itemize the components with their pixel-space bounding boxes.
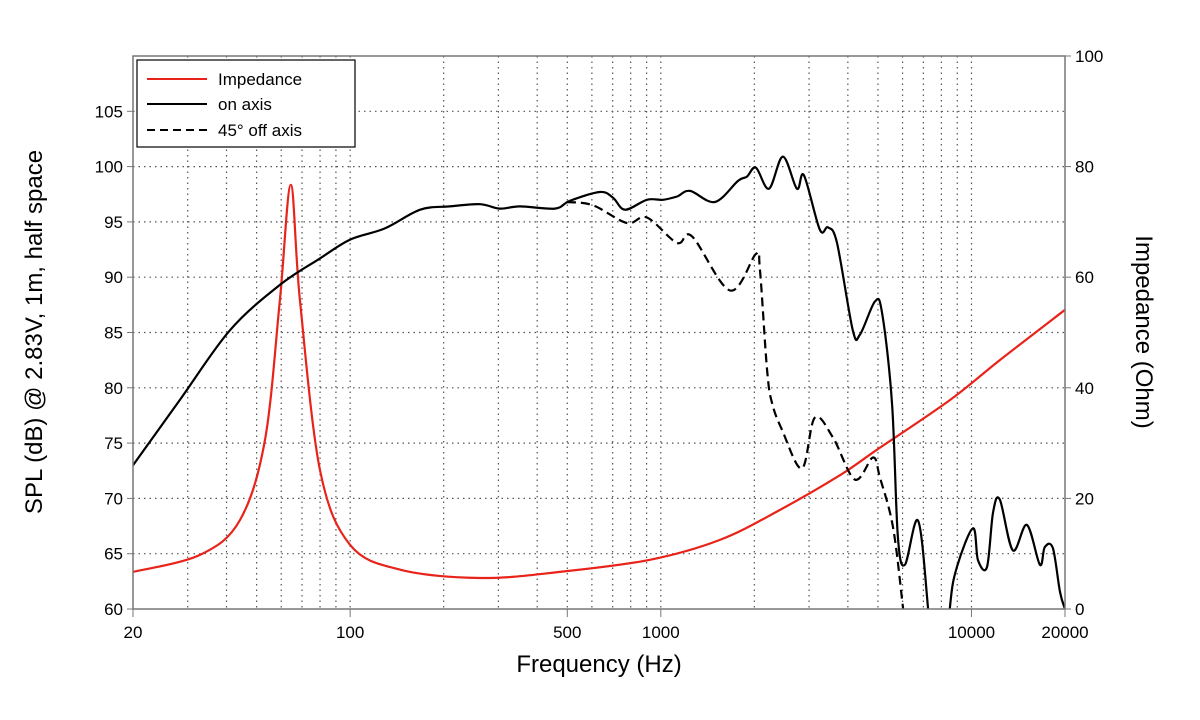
y2-tick-label: 0 (1075, 600, 1084, 619)
y-tick-label: 90 (104, 268, 123, 287)
curves (133, 155, 1065, 609)
y-tick-label: 105 (95, 102, 123, 121)
grid (133, 56, 1065, 609)
legend: Impedance on axis 45° off axis (136, 59, 356, 148)
y-tick-label: 60 (104, 600, 123, 619)
off-axis-45-curve (566, 200, 905, 609)
y-tick-label: 65 (104, 545, 123, 564)
tick-labels: 60 65 70 75 80 85 90 95 100 105 0 20 40 60 80 100 20 100 5… (95, 47, 1104, 642)
y-tick-label: 100 (95, 158, 123, 177)
impedance-curve (133, 183, 1065, 580)
y-tick-label: 95 (104, 213, 123, 232)
y2-tick-label: 20 (1075, 489, 1094, 508)
y2-tick-label: 80 (1075, 158, 1094, 177)
y-tick-label: 75 (104, 434, 123, 453)
y2-tick-label: 100 (1075, 47, 1103, 66)
y-axis-label: SPL (dB) @ 2.83V, 1m, half space (21, 150, 48, 514)
y2-tick-label: 40 (1075, 379, 1094, 398)
on-axis-curve (133, 155, 1065, 609)
x-tick-label: 20000 (1041, 623, 1088, 642)
x-tick-label: 500 (553, 623, 581, 642)
y-tick-label: 85 (104, 324, 123, 343)
y-tick-label: 80 (104, 379, 123, 398)
x-tick-label: 20 (124, 623, 143, 642)
legend-label-off-axis: 45° off axis (218, 121, 302, 140)
x-tick-label: 100 (336, 623, 364, 642)
x-axis-label: Frequency (Hz) (516, 651, 681, 678)
legend-label-on-axis: on axis (218, 95, 272, 114)
y-tick-label: 70 (104, 489, 123, 508)
x-tick-label: 10000 (948, 623, 995, 642)
x-tick-label: 1000 (642, 623, 680, 642)
y2-tick-label: 60 (1075, 268, 1094, 287)
legend-label-impedance: Impedance (218, 70, 302, 89)
y2-axis-label: Impedance (Ohm) (1130, 235, 1157, 428)
